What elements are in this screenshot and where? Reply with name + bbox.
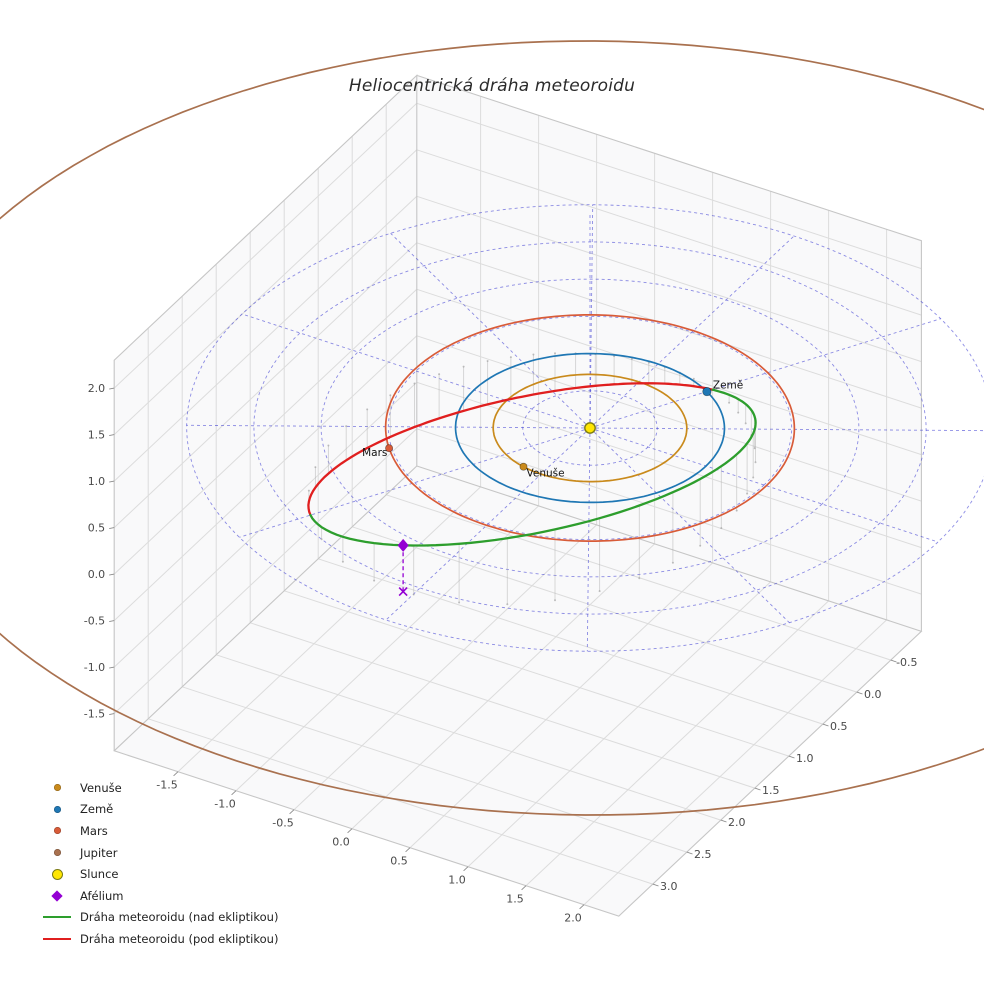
legend-item: Venuše (40, 777, 278, 799)
tick-label: 2.5 (694, 848, 712, 861)
ecliptic-grid (186, 204, 984, 652)
tick-label: -1.5 (84, 708, 105, 721)
legend-item: Slunce (40, 863, 278, 885)
venus-marker-icon (53, 784, 61, 792)
tick-label: -0.5 (272, 817, 293, 830)
aphelion-marker (397, 538, 409, 597)
planet-markers: Venuše Země Mars (362, 380, 743, 480)
planet-label: Země (713, 380, 743, 392)
tick-label: 2.0 (88, 382, 106, 395)
sun-marker (584, 422, 596, 434)
legend-marker (40, 890, 74, 902)
legend-marker (40, 827, 74, 835)
legend-label: Dráha meteoroidu (pod ekliptikou) (80, 931, 279, 946)
tick-label: 0.0 (332, 836, 350, 849)
tick-label: 0.5 (88, 522, 106, 535)
legend-label: Venuše (80, 780, 122, 795)
orbit-below-line-icon (43, 937, 71, 940)
tick-label: 1.5 (506, 893, 524, 906)
tick-label: 0.5 (390, 855, 408, 868)
orbit-above-line-icon (43, 916, 71, 919)
planet-label: Mars (362, 447, 387, 459)
legend-item: Afélium (40, 885, 278, 907)
legend-label: Mars (80, 823, 108, 838)
legend-item: Země (40, 799, 278, 821)
legend: Venuše Země Mars Jupiter Slunce Afélium Dráha … (40, 777, 278, 950)
aphelion-projection-x-icon (398, 586, 408, 597)
tick-label: 1.0 (448, 874, 466, 887)
planet-marker-icon (519, 462, 528, 471)
chart-title: Heliocentrická dráha meteoroidu (348, 76, 636, 96)
tick-label: 1.5 (88, 429, 106, 442)
tick-label: 0.0 (88, 568, 106, 581)
mars-marker-icon (53, 827, 61, 835)
tick-label: -1.5 (156, 779, 177, 792)
tick-label: -0.5 (84, 615, 105, 628)
legend-marker (40, 916, 74, 919)
legend-marker (40, 849, 74, 857)
legend-label: Dráha meteoroidu (nad ekliptikou) (80, 910, 279, 925)
aphelion-marker-icon (51, 890, 63, 902)
jupiter-marker-icon (53, 849, 61, 857)
tick-label: 1.0 (796, 752, 814, 765)
tick-label: 3.0 (660, 880, 678, 893)
legend-item: Dráha meteoroidu (pod ekliptikou) (40, 928, 278, 950)
legend-marker (40, 805, 74, 813)
legend-marker (40, 784, 74, 792)
tick-label: 2.0 (728, 816, 746, 829)
legend-item: Jupiter (40, 842, 278, 864)
legend-marker (40, 868, 74, 880)
legend-label: Země (80, 802, 114, 817)
tick-label: 1.5 (762, 784, 780, 797)
legend-label: Jupiter (80, 845, 118, 860)
meteoroid-path-below (307, 382, 714, 517)
tick-label: -1.0 (214, 798, 235, 811)
tick-label: -1.0 (84, 661, 105, 674)
sun-marker-icon (51, 868, 63, 880)
legend-label: Afélium (80, 888, 124, 903)
earth-marker-icon (53, 805, 61, 813)
tick-label: 0.0 (864, 688, 882, 701)
planet-marker-icon (702, 387, 712, 397)
axis-ticks: -1.5 -1.0 -0.5 0.0 0.5 1.0 1.5 2.0 -0.5 0.0 0.5 1.0… (84, 382, 918, 925)
planet-marker-icon (385, 444, 394, 453)
planet-label: Venuše (527, 468, 565, 480)
axes-grid (113, 74, 923, 917)
tick-label: 1.0 (88, 475, 106, 488)
legend-marker (40, 937, 74, 940)
tick-label: 0.5 (830, 720, 848, 733)
legend-item: Mars (40, 820, 278, 842)
legend-label: Slunce (80, 867, 119, 882)
tick-label: 2.0 (564, 912, 582, 925)
tick-label: -0.5 (896, 656, 917, 669)
aphelion-diamond-icon (397, 538, 409, 552)
sun-icon (584, 422, 596, 434)
axes-panes (114, 75, 922, 917)
legend-item: Dráha meteoroidu (nad ekliptikou) (40, 907, 278, 929)
